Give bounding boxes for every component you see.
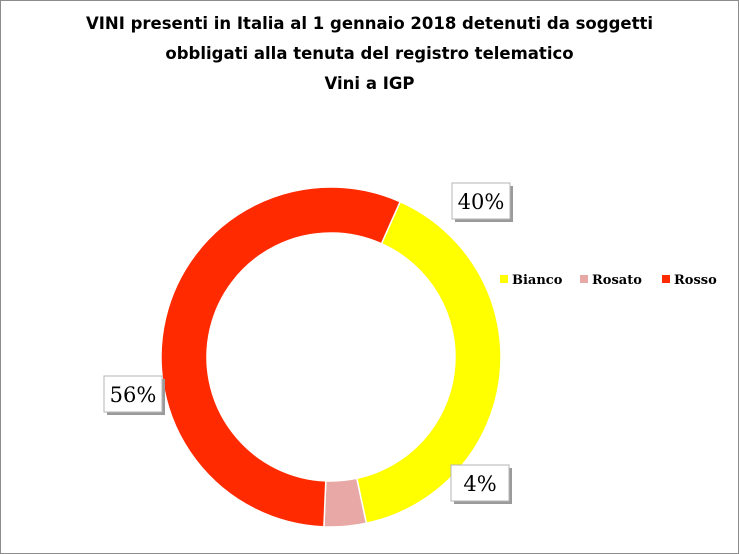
legend-swatch-bianco — [500, 275, 508, 283]
chart-title-line-3: Vini a IGP — [324, 74, 415, 93]
data-label-text: 56% — [110, 383, 157, 407]
legend-item-rosso: Rosso — [662, 273, 717, 288]
data-label-bianco: 40% — [451, 182, 513, 222]
chart-title-line-2: obbligati alla tenuta del registro telem… — [165, 44, 574, 63]
data-label-rosso: 56% — [103, 375, 165, 415]
legend-label-rosso: Rosso — [674, 273, 717, 288]
data-label-text: 4% — [463, 472, 496, 496]
legend-item-bianco: Bianco — [500, 273, 562, 288]
chart-title-line-1: VINI presenti in Italia al 1 gennaio 201… — [85, 14, 654, 33]
legend-swatch-rosato — [580, 275, 588, 283]
data-label-box — [451, 182, 511, 220]
data-label-text: 40% — [458, 190, 505, 214]
legend-label-rosato: Rosato — [592, 273, 642, 288]
slice-bianco — [355, 200, 502, 525]
data-label-rosato: 4% — [450, 464, 512, 504]
data-label-box — [103, 375, 163, 413]
legend-swatch-rosso — [662, 275, 670, 283]
legend-label-bianco: Bianco — [512, 273, 563, 288]
slice-rosso — [160, 186, 402, 528]
legend-item-rosato: Rosato — [580, 273, 642, 288]
data-label-box — [450, 464, 510, 502]
